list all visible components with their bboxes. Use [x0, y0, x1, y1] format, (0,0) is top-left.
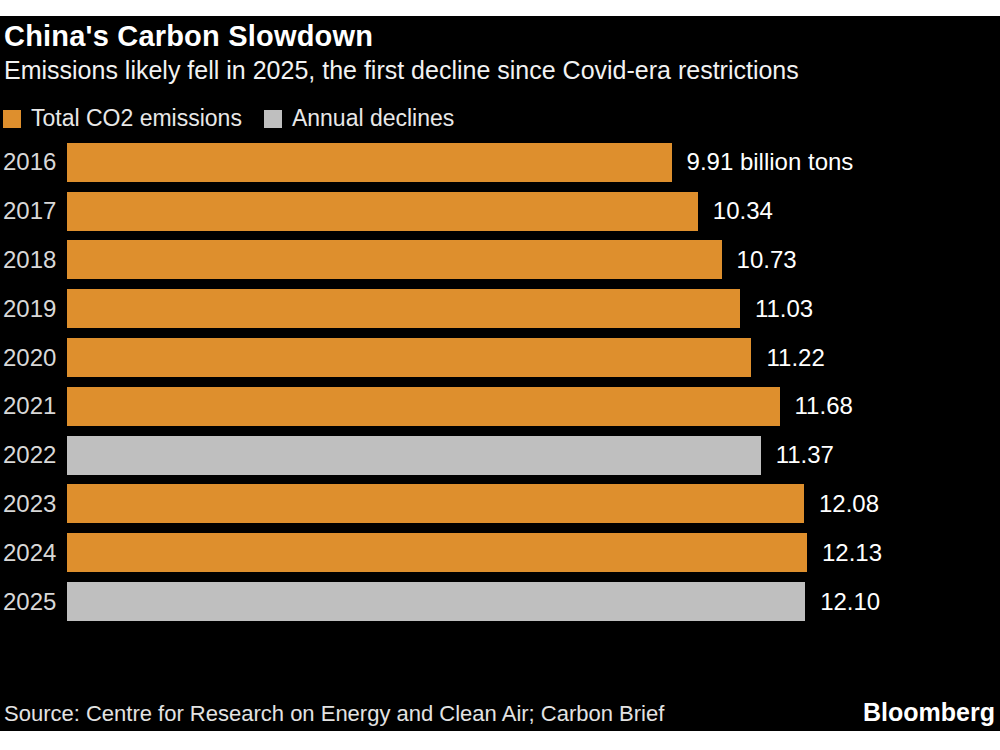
- chart: 20169.91 billion tons201710.34201810.732…: [0, 138, 1000, 627]
- value-label: 11.37: [776, 441, 834, 469]
- emissions-bar: [67, 387, 780, 426]
- chart-row: 2020 11.22: [0, 333, 1000, 382]
- chart-panel: China's Carbon Slowdown Emissions likely…: [0, 16, 1000, 731]
- year-label: 2017: [0, 197, 67, 225]
- year-label: 2016: [0, 148, 67, 176]
- emissions-bar: [67, 240, 722, 279]
- value-label: 11.68: [795, 392, 853, 420]
- value-label: 12.10: [820, 588, 880, 616]
- bloomberg-logo: Bloomberg: [863, 698, 995, 727]
- year-label: 2023: [0, 490, 67, 518]
- value-label: 12.13: [822, 539, 882, 567]
- value-label: 11.22: [766, 344, 824, 372]
- page-title: China's Carbon Slowdown: [4, 20, 373, 53]
- emissions-bar: [67, 289, 740, 328]
- value-label: 9.91 billion tons: [687, 148, 854, 176]
- chart-row: 2017 10.34: [0, 187, 1000, 236]
- value-label: 11.03: [755, 295, 813, 323]
- year-label: 2024: [0, 539, 67, 567]
- year-label: 2025: [0, 588, 67, 616]
- chart-row: 2016 9.91 billion tons: [0, 138, 1000, 187]
- source-note: Source: Centre for Research on Energy an…: [4, 701, 664, 727]
- decline-bar: [67, 582, 805, 621]
- footer: Source: Centre for Research on Energy an…: [4, 698, 995, 727]
- legend: Total CO2 emissions Annual declines: [3, 105, 476, 132]
- decline-bar: [67, 436, 761, 475]
- legend-label: Total CO2 emissions: [31, 105, 242, 132]
- year-label: 2021: [0, 392, 67, 420]
- year-label: 2020: [0, 344, 67, 372]
- emissions-bar: [67, 484, 804, 523]
- page-subtitle: Emissions likely fell in 2025, the first…: [4, 56, 799, 85]
- year-label: 2019: [0, 295, 67, 323]
- legend-item-declines: Annual declines: [264, 105, 454, 132]
- value-label: 10.73: [737, 246, 797, 274]
- year-label: 2022: [0, 441, 67, 469]
- year-label: 2018: [0, 246, 67, 274]
- chart-row: 2019 11.03: [0, 284, 1000, 333]
- emissions-bar: [67, 192, 698, 231]
- chart-row: 2025 12.10: [0, 577, 1000, 626]
- value-label: 12.08: [819, 490, 879, 518]
- chart-row: 2024 12.13: [0, 528, 1000, 577]
- gray-swatch-icon: [264, 110, 282, 128]
- chart-row: 2021 11.68: [0, 382, 1000, 431]
- legend-item-emissions: Total CO2 emissions: [3, 105, 242, 132]
- chart-row: 2023 12.08: [0, 480, 1000, 529]
- chart-row: 2022 11.37: [0, 431, 1000, 480]
- emissions-bar: [67, 143, 672, 182]
- chart-row: 2018 10.73: [0, 236, 1000, 285]
- orange-swatch-icon: [3, 110, 21, 128]
- emissions-bar: [67, 338, 751, 377]
- emissions-bar: [67, 533, 807, 572]
- value-label: 10.34: [713, 197, 773, 225]
- legend-label: Annual declines: [292, 105, 454, 132]
